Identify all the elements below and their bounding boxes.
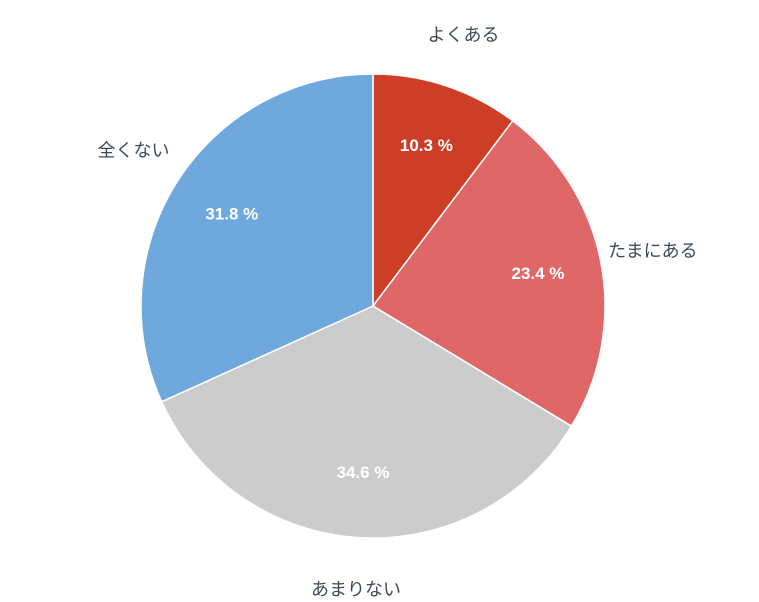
value-label: 10.3 % [400,136,453,155]
pie-slice [140,73,374,403]
pie-slice [371,119,606,428]
pie-slice [160,305,573,539]
value-label: 34.6 % [337,463,390,482]
pie-slice [372,73,514,309]
category-label: 全くない [97,141,169,162]
value-label: 31.8 % [205,204,258,223]
category-label: たまにある [608,241,697,262]
value-label: 23.4 % [512,264,565,283]
category-label: よくある [428,25,500,46]
category-label: あまりない [311,579,401,600]
